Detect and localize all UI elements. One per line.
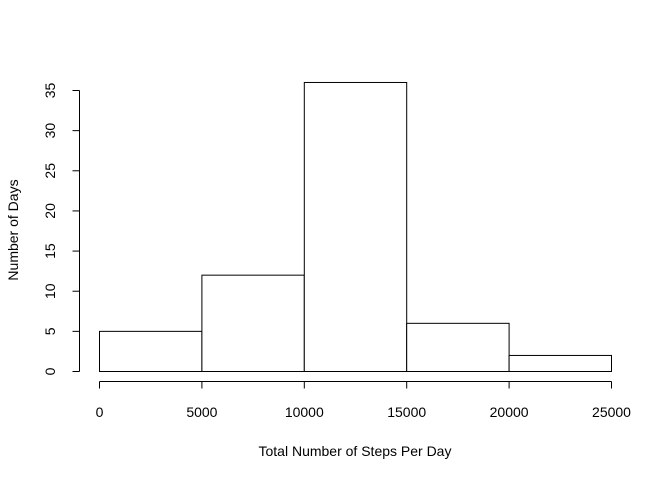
- y-tick-label: 0: [42, 367, 58, 375]
- y-tick-label: 5: [42, 327, 58, 335]
- y-tick-label: 20: [42, 203, 58, 219]
- y-tick-label: 35: [42, 83, 58, 99]
- x-tick-label: 25000: [592, 404, 631, 420]
- y-tick-label: 10: [42, 283, 58, 299]
- x-tick-label: 15000: [387, 404, 426, 420]
- y-tick-label: 15: [42, 243, 58, 259]
- x-tick-label: 0: [96, 404, 104, 420]
- x-tick-label: 20000: [490, 404, 529, 420]
- x-tick-label: 5000: [186, 404, 217, 420]
- histogram-bar-2: [303, 81, 408, 372]
- y-tick-label: 30: [42, 123, 58, 139]
- x-tick-label: 10000: [285, 404, 324, 420]
- x-axis-ticks: 0 5000 10000 15000 20000 25000: [96, 381, 631, 420]
- histogram-bar-0: [99, 330, 203, 373]
- y-axis-ticks: 0 5 10 15 20 25 30 35: [42, 83, 80, 375]
- y-tick-label: 25: [42, 163, 58, 179]
- histogram-bar-4: [508, 354, 613, 373]
- histogram-bars: [99, 81, 613, 373]
- histogram-bar-3: [406, 322, 510, 373]
- x-axis-label: Total Number of Steps Per Day: [259, 443, 452, 459]
- y-axis-label: Number of Days: [5, 179, 21, 280]
- histogram-bar-1: [201, 274, 305, 372]
